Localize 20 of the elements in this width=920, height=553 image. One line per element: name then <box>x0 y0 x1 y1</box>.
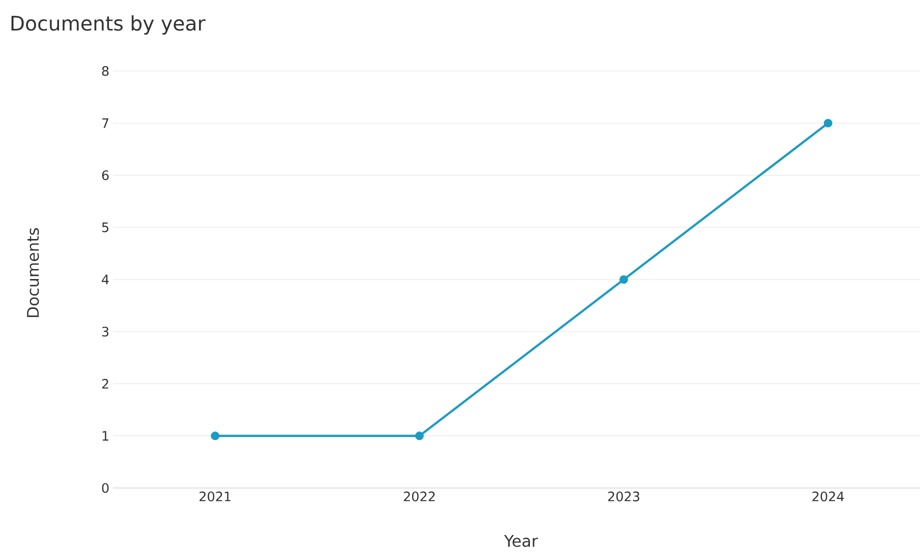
y-tick-label: 3 <box>102 326 108 337</box>
x-tick-label: 2024 <box>812 492 844 502</box>
y-tick-label: 5 <box>102 222 108 232</box>
point <box>210 432 220 440</box>
y-axis-title: Documents <box>27 228 39 318</box>
y-tick-label: 4 <box>102 274 109 284</box>
y-tick-label: 8 <box>102 66 109 76</box>
point <box>415 432 424 440</box>
y-tick-label: 1 <box>102 431 108 441</box>
y-tick-label: 7 <box>102 118 108 128</box>
point <box>619 275 628 284</box>
chart-title: Documents by year <box>12 15 206 35</box>
x-tick-label: 2023 <box>608 492 640 502</box>
x-tick-label: 2022 <box>404 492 435 502</box>
y-tick-label: 0 <box>102 483 109 493</box>
y-tick-label: 6 <box>102 170 109 180</box>
x-tick-label: 2021 <box>200 492 230 502</box>
x-axis-title: Year <box>504 535 538 547</box>
y-tick-label: 2 <box>102 378 108 389</box>
point <box>824 118 832 128</box>
